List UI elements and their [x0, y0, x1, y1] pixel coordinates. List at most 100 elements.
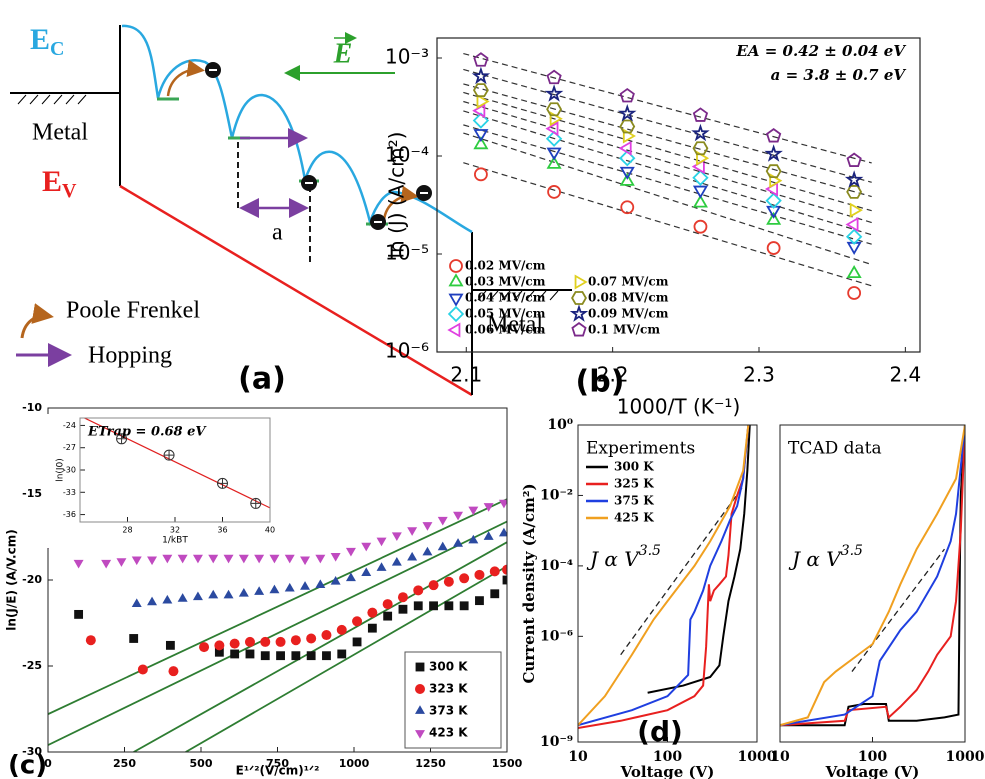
marker [766, 127, 782, 143]
ev-sub: V [62, 180, 77, 202]
legend-label: 0.09 MV/cm [588, 307, 669, 321]
series-line [780, 425, 965, 727]
marker [437, 541, 448, 551]
metal-label: Metal [487, 312, 543, 338]
x-tick-label: 10 [568, 749, 588, 765]
marker [846, 264, 862, 279]
distance-label: a [272, 220, 283, 246]
marker [367, 607, 378, 618]
marker [453, 511, 464, 521]
marker [546, 102, 563, 117]
fit-line [463, 83, 872, 198]
marker [547, 185, 561, 199]
x-axis-label: E¹ᐟ²(V/cm)¹ᐟ² [236, 764, 320, 778]
marker [415, 662, 425, 672]
panel-label: (c) [8, 751, 47, 779]
marker [415, 684, 425, 694]
marker [472, 83, 489, 98]
annotation: EA = 0.42 ± 0.04 eV [735, 42, 906, 60]
series-line [647, 425, 751, 694]
marker [619, 119, 636, 134]
legend-label: 425 K [614, 511, 654, 525]
marker [147, 596, 158, 606]
y-tick-label: 10⁰ [547, 417, 573, 433]
y-tick-label: 10⁻⁶ [385, 339, 429, 363]
marker [571, 321, 587, 337]
y-tick-label: -10 [22, 401, 42, 414]
marker [300, 581, 311, 590]
marker [472, 103, 486, 119]
plot-frame [47, 407, 508, 753]
marker [413, 601, 423, 611]
marker [545, 121, 559, 137]
ec-sub: C [50, 38, 64, 60]
legend-label: 300 K [429, 660, 468, 674]
marker [382, 599, 393, 610]
marker [199, 642, 210, 653]
marker [502, 564, 507, 575]
y-tick-label: 10⁻⁵ [385, 241, 429, 265]
legend-label: Poole Frenkel [66, 298, 200, 324]
x-tick-label: 100 [858, 749, 887, 765]
formula-main: J α V [586, 547, 641, 571]
electron-sign [209, 69, 428, 223]
fit-line [463, 68, 872, 183]
marker [275, 636, 286, 647]
marker [337, 649, 347, 659]
marker [214, 647, 224, 657]
marker [574, 274, 588, 290]
fit-line [48, 498, 507, 715]
marker [453, 538, 464, 547]
marker [254, 586, 265, 595]
chart: 10 100 1000 10⁻⁹ 10⁻⁶ 10⁻⁴ 10⁻² 10⁰ Voltage (V) C… [520, 417, 777, 779]
marker [618, 104, 637, 122]
marker-cross [250, 498, 261, 509]
marker [376, 562, 387, 571]
plot-area [780, 425, 965, 727]
fit-line [185, 565, 507, 752]
x-tick-label: 500 [190, 757, 213, 770]
marker [116, 558, 127, 567]
fit-line [463, 162, 872, 287]
x-tick-label: 1000 [946, 749, 985, 765]
marker [208, 589, 219, 599]
panel-label: (a) [238, 362, 286, 397]
marker [269, 554, 280, 564]
legend-label: 0.03 MV/cm [465, 275, 546, 289]
inset-background [46, 414, 276, 548]
series-line [780, 425, 965, 727]
poole-frenkel-arrow [382, 185, 419, 221]
plot-frame [577, 424, 758, 743]
y-tick-label: -27 [63, 443, 76, 452]
marker [300, 556, 311, 566]
legend-label: Hopping [88, 343, 172, 369]
y-tick-label: -36 [63, 510, 76, 519]
y-axis-label: ln(J0) [56, 458, 66, 482]
poole-frenkel-arrow [166, 59, 205, 97]
marker [474, 167, 488, 182]
marker [437, 516, 448, 526]
marker [376, 537, 387, 547]
x-tick-label: 750 [266, 757, 289, 770]
marker [546, 155, 562, 169]
plot-area [83, 418, 270, 509]
marker [291, 651, 301, 661]
marker [413, 585, 424, 596]
marker [569, 304, 589, 322]
y-tick-label: -33 [63, 488, 76, 497]
x-tick-label: 1000 [738, 749, 777, 765]
x-tick-label: 2.2 [597, 363, 629, 387]
chart-title: ETrap = 0.68 eV [87, 425, 207, 440]
chart-title: TCAD data [788, 439, 882, 459]
conduction-band [121, 24, 473, 234]
marker [619, 150, 636, 167]
marker [620, 200, 635, 215]
marker [131, 556, 142, 566]
marker [244, 636, 255, 647]
marker [162, 554, 173, 564]
x-axis-label: Voltage (V) [620, 763, 715, 779]
fit-line [463, 124, 872, 245]
x-tick-label: 1000 [339, 757, 370, 770]
marker [765, 192, 782, 209]
